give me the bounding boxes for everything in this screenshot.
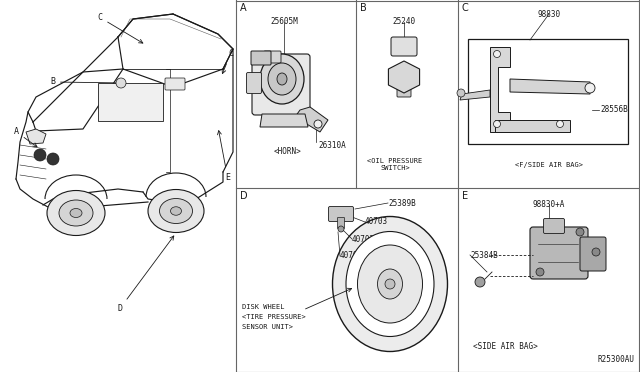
Text: D: D (118, 236, 174, 313)
Circle shape (116, 78, 126, 88)
Text: C: C (462, 3, 468, 13)
Circle shape (592, 248, 600, 256)
FancyBboxPatch shape (397, 73, 411, 97)
Bar (468, 39, 628, 144)
Text: 25240: 25240 (392, 17, 415, 26)
Text: A: A (240, 3, 246, 13)
Circle shape (47, 153, 59, 165)
Text: <OIL PRESSURE
SWITCH>: <OIL PRESSURE SWITCH> (367, 158, 422, 171)
FancyBboxPatch shape (328, 206, 353, 221)
Circle shape (457, 89, 465, 97)
Text: C: C (97, 13, 143, 43)
Circle shape (536, 268, 544, 276)
Circle shape (576, 228, 584, 236)
Text: 25384B: 25384B (470, 250, 498, 260)
Ellipse shape (47, 190, 105, 235)
FancyBboxPatch shape (252, 54, 310, 115)
Text: A: A (14, 128, 37, 147)
FancyBboxPatch shape (98, 83, 163, 121)
Text: 26310A: 26310A (318, 141, 346, 150)
Polygon shape (495, 120, 570, 132)
Text: C: C (222, 49, 233, 74)
Text: 25605M: 25605M (270, 17, 298, 26)
Text: <F/SIDE AIR BAG>: <F/SIDE AIR BAG> (515, 162, 583, 168)
FancyBboxPatch shape (246, 73, 262, 93)
Circle shape (314, 120, 322, 128)
Ellipse shape (70, 208, 82, 218)
Text: E: E (218, 131, 230, 182)
Ellipse shape (59, 200, 93, 226)
Text: <TIRE PRESSURE>: <TIRE PRESSURE> (242, 314, 306, 320)
FancyBboxPatch shape (251, 51, 271, 65)
Text: <SIDE AIR BAG>: <SIDE AIR BAG> (472, 342, 538, 351)
Circle shape (493, 121, 500, 128)
Text: R25300AU: R25300AU (598, 355, 635, 364)
Polygon shape (26, 129, 46, 144)
Text: B: B (360, 3, 367, 13)
Polygon shape (510, 79, 590, 94)
Ellipse shape (378, 269, 403, 299)
Text: B: B (50, 77, 124, 87)
Ellipse shape (333, 217, 447, 352)
Circle shape (585, 83, 595, 93)
Ellipse shape (346, 231, 434, 337)
Text: E: E (462, 191, 468, 201)
FancyBboxPatch shape (530, 227, 588, 279)
Ellipse shape (358, 245, 422, 323)
Text: 98830+A: 98830+A (533, 200, 565, 209)
Text: DISK WHEEL: DISK WHEEL (242, 304, 285, 310)
Text: 40700M: 40700M (340, 251, 368, 260)
Text: 40703: 40703 (365, 218, 388, 227)
Text: D: D (240, 191, 248, 201)
FancyBboxPatch shape (543, 218, 564, 234)
Circle shape (34, 149, 46, 161)
Polygon shape (260, 114, 308, 127)
Ellipse shape (277, 73, 287, 85)
Ellipse shape (268, 63, 296, 95)
Text: 98830: 98830 (538, 10, 561, 19)
Polygon shape (388, 61, 420, 93)
Text: SENSOR UNIT>: SENSOR UNIT> (242, 324, 293, 330)
Ellipse shape (159, 199, 193, 224)
Circle shape (385, 279, 395, 289)
FancyBboxPatch shape (391, 37, 417, 56)
Circle shape (493, 51, 500, 58)
Ellipse shape (148, 189, 204, 232)
Ellipse shape (170, 207, 182, 215)
FancyBboxPatch shape (165, 78, 185, 90)
Polygon shape (490, 47, 510, 132)
Text: 28556B: 28556B (600, 106, 628, 115)
Text: 40702: 40702 (352, 234, 375, 244)
Circle shape (475, 277, 485, 287)
Ellipse shape (260, 54, 304, 104)
Circle shape (557, 121, 563, 128)
Text: <HORN>: <HORN> (274, 147, 302, 156)
Circle shape (338, 226, 344, 232)
FancyBboxPatch shape (337, 218, 344, 228)
FancyBboxPatch shape (264, 51, 281, 63)
Polygon shape (460, 90, 490, 100)
Text: 25389B: 25389B (388, 199, 416, 208)
FancyBboxPatch shape (580, 237, 606, 271)
Polygon shape (295, 107, 328, 132)
